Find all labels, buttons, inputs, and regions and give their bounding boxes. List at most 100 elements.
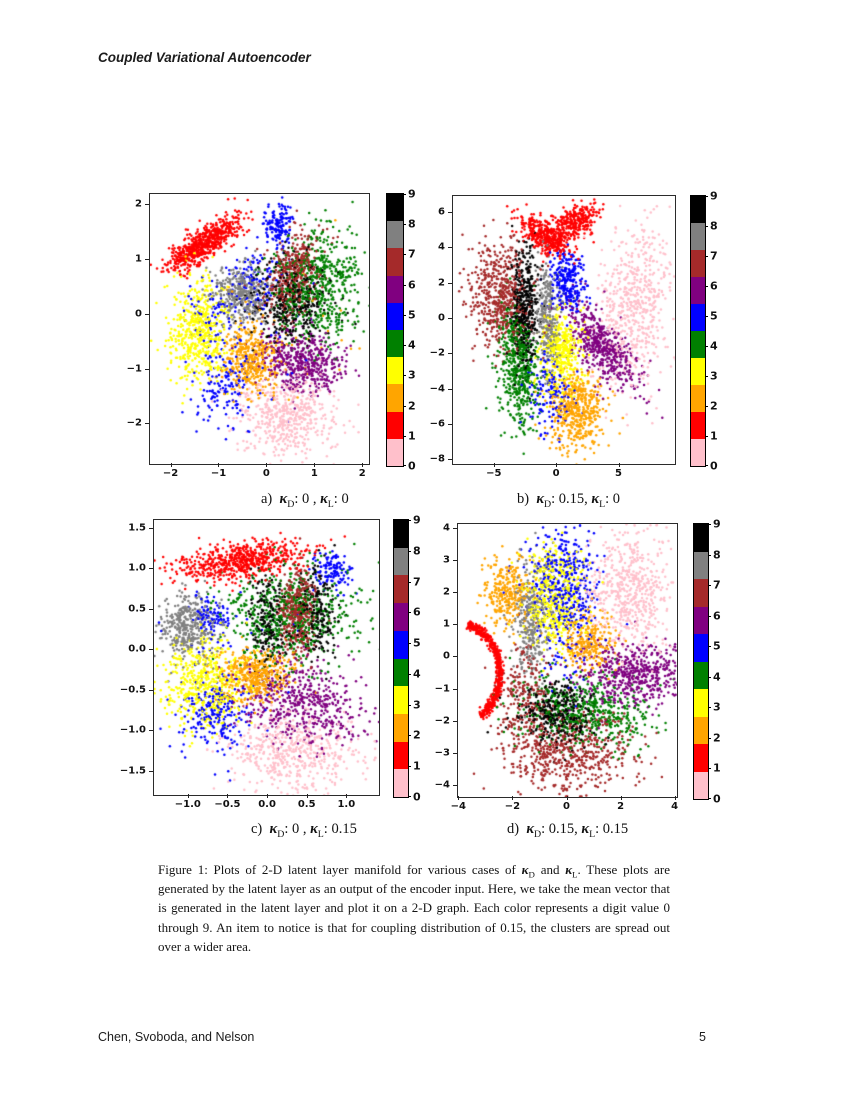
colorbar-segment (394, 741, 408, 770)
footer-authors: Chen, Svoboda, and Nelson (98, 1030, 255, 1044)
running-header: Coupled Variational Autoencoder (98, 50, 311, 65)
colorbar-segment (387, 384, 403, 412)
colorbar-label: 1 (408, 429, 416, 443)
colorbar-label: 8 (408, 217, 416, 231)
y-tick-label: 1.5 (128, 522, 146, 534)
colorbar-tick (708, 615, 711, 617)
page-number: 5 (699, 1030, 706, 1044)
y-tick-label: 2 (135, 198, 142, 210)
colorbar-label: 0 (710, 459, 718, 473)
colorbar-tick (705, 376, 708, 377)
colorbar-tick (705, 316, 708, 317)
colorbar-tick (408, 612, 411, 614)
colorbar-tick (708, 646, 711, 648)
y-tick-label: 1 (135, 253, 142, 265)
scatter-canvas-a (150, 194, 369, 464)
y-tick-mark (448, 211, 452, 213)
x-tick-mark (227, 794, 229, 798)
colorbar-tick (403, 345, 406, 347)
colorbar-tick (705, 286, 708, 287)
x-tick-mark (306, 794, 308, 798)
x-tick-mark (512, 796, 514, 800)
x-tick-label: 1.0 (337, 799, 356, 810)
subplot-a: −2 −1 0 1 2 2 1 0 −1 −2 (127, 193, 370, 479)
y-tick-label: 2 (443, 586, 450, 598)
colorbar-segment (394, 769, 408, 798)
colorbar-label: 4 (713, 670, 721, 684)
colorbar-label: 6 (710, 279, 718, 293)
y-tick-mark (149, 649, 153, 651)
x-tick-label: −0.5 (214, 799, 241, 810)
y-tick-mark (448, 459, 452, 461)
subcaption-a: a) κD: 0 , κL: 0 (261, 491, 349, 510)
y-tick-mark (453, 656, 457, 658)
y-tick-mark (145, 313, 149, 315)
y-tick-label: 0.5 (128, 603, 146, 615)
subplot-c: −1.0 −0.5 0.0 0.5 1.0 1.5 1.0 0.5 0.0 −0.5 −1.0 −1.… (120, 519, 380, 810)
y-tick-label: 0 (135, 308, 142, 320)
x-tick-mark (362, 463, 364, 467)
y-tick-label: −4 (429, 383, 445, 395)
scatter-canvas-d (458, 524, 677, 797)
colorbar-tick (708, 707, 711, 709)
colorbar-segment (691, 196, 705, 223)
x-tick-mark (267, 794, 269, 798)
colorbar-tick (408, 550, 411, 552)
y-tick-label: −4 (434, 779, 450, 791)
y-tick-label: −3 (434, 747, 450, 759)
y-tick-label: 3 (443, 554, 450, 566)
y-tick-mark (448, 247, 452, 249)
colorbar-label: 2 (710, 399, 718, 413)
colorbar-segment (691, 304, 705, 331)
colorbar-segment (394, 630, 408, 659)
colorbar-label: 0 (713, 792, 721, 806)
colorbar-tick (705, 436, 708, 437)
colorbar-segment (694, 524, 708, 552)
colorbar-tick (408, 735, 411, 737)
y-tick-label: 0 (438, 312, 445, 324)
scatter-canvas-b (453, 196, 675, 464)
x-tick-label: −5 (486, 468, 502, 479)
x-tick-mark (674, 796, 676, 800)
colorbar-tick (403, 465, 406, 466)
colorbar-segment (394, 575, 408, 604)
colorbar-segment (387, 302, 403, 331)
colorbar-segment (394, 547, 408, 576)
colorbar-label: 8 (713, 548, 721, 562)
colorbar-label: 9 (713, 517, 721, 531)
colorbar-segment (691, 331, 705, 358)
y-tick-mark (448, 388, 452, 390)
colorbar-tick (705, 196, 708, 197)
y-tick-mark (149, 568, 153, 570)
colorbar-segment (694, 661, 708, 689)
colorbar-label: 5 (413, 636, 421, 650)
colorbar-label: 1 (710, 429, 718, 443)
colorbar-segment (694, 579, 708, 607)
y-tick-mark (453, 559, 457, 561)
colorbar-tick (705, 226, 708, 227)
colorbar-segment (694, 689, 708, 717)
colorbar-tick (708, 554, 711, 556)
colorbar-label: 9 (710, 189, 718, 203)
x-tick-label: −2 (504, 801, 521, 812)
colorbar-label: 7 (408, 247, 416, 261)
colorbar-b: 9 8 7 6 5 4 3 2 1 0 (690, 190, 718, 473)
x-tick-label: 0.5 (297, 799, 316, 810)
y-tick-label: 2 (438, 277, 445, 289)
colorbar-label: 2 (713, 731, 721, 745)
colorbar-label: 3 (408, 368, 416, 382)
y-tick-mark (453, 752, 457, 754)
colorbar-tick (408, 643, 411, 645)
x-tick-label: 0 (262, 468, 270, 479)
x-tick-label: 2 (358, 468, 366, 479)
x-tick-label: 4 (671, 801, 679, 812)
colorbar-label: 5 (408, 308, 416, 322)
x-tick-label: 1 (310, 468, 318, 479)
y-tick-mark (149, 730, 153, 732)
x-tick-mark (314, 463, 316, 467)
y-tick-label: −2 (434, 715, 450, 727)
colorbar-d: 9 8 7 6 5 4 3 2 1 0 (693, 518, 721, 806)
y-tick-mark (149, 527, 153, 529)
